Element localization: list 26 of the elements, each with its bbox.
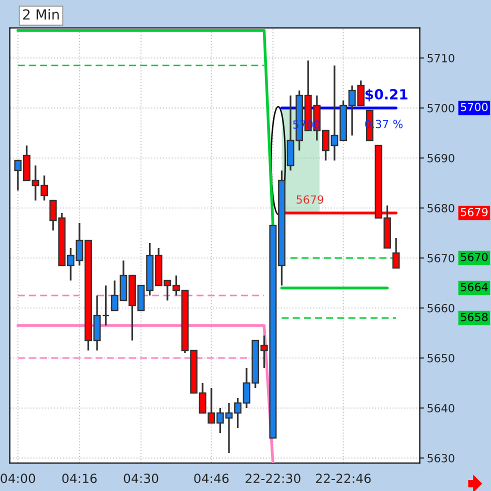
y-tick-label: 5700 (428, 104, 454, 112)
x-tick-label: 04:00 (0, 474, 36, 484)
y-tick-label: 5670 (428, 254, 454, 262)
candlestick (102, 284, 110, 326)
text: 5670 (460, 252, 488, 262)
x-tick-label: 22-22:46 (316, 474, 371, 484)
series-label: 5679 (296, 195, 324, 204)
chart-title: 2 Min (23, 8, 59, 20)
x-tick-label: 22-22:30 (246, 474, 300, 484)
text: 5658 (460, 312, 488, 322)
y-tick-label: 5710 (428, 54, 454, 62)
y-tick-label: 5650 (428, 354, 454, 362)
y-tick-label: 5680 (428, 204, 454, 212)
text: 5664 (460, 282, 488, 292)
y-tick-label: 5640 (428, 404, 454, 412)
series-label: 5700 (293, 120, 320, 129)
text: 5679 (460, 208, 488, 216)
y-tick-label: 5660 (428, 304, 454, 312)
candlestick (392, 237, 400, 269)
y-tick-label: 5690 (428, 154, 454, 162)
text: 5700 (460, 102, 488, 112)
x-tick-label: 04:16 (62, 474, 97, 484)
y-tick-label: 5630 (428, 454, 454, 462)
x-tick-label: 04:30 (124, 474, 158, 484)
x-tick-label: 04:46 (194, 474, 229, 484)
annotation: $0.21 (365, 88, 408, 102)
